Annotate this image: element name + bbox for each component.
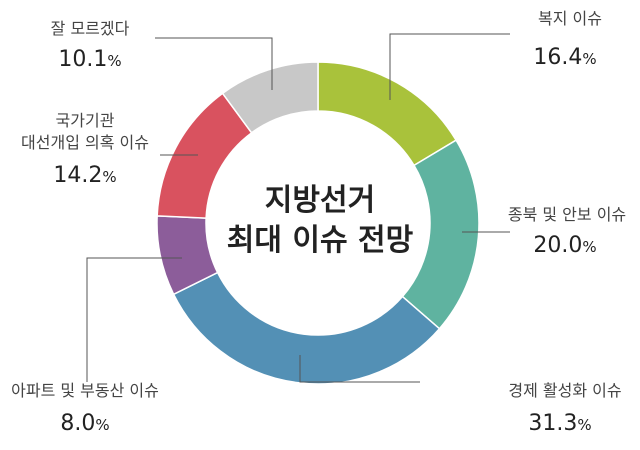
donut-slice (172, 271, 441, 385)
slice-label: 아파트 및 부동산 이슈 (11, 381, 159, 400)
leader-line (155, 37, 273, 90)
slice-label: 복지 이슈 (538, 9, 602, 28)
slice-value-label: 31.3% (528, 411, 591, 436)
slice-value-label: 10.1% (58, 47, 121, 72)
slice-label: 대선개입 의혹 이슈 (21, 133, 149, 152)
center-title-line-1: 지방선거 (265, 183, 375, 218)
donut-slice (317, 61, 458, 167)
leader-lines (86, 33, 510, 383)
slice-value-label: 16.4% (533, 45, 596, 70)
slice-label: 경제 활성화 이슈 (508, 381, 621, 400)
donut-slices (156, 61, 480, 385)
slice-label: 잘 모르겠다 (51, 19, 130, 38)
leader-line (389, 33, 510, 100)
leader-line (86, 257, 182, 382)
slice-label: 종북 및 안보 이슈 (508, 205, 626, 224)
center-title-line-2: 최대 이슈 전망 (227, 223, 414, 258)
slice-value-label: 20.0% (533, 233, 596, 258)
leader-line (299, 355, 420, 383)
slice-label: 국가기관 (56, 111, 115, 130)
donut-slice (401, 139, 480, 330)
slice-value-label: 14.2% (53, 163, 116, 188)
slice-labels: 복지 이슈 16.4% 종북 및 안보 이슈 20.0% 경제 활성화 이슈 31.3% 아… (11, 9, 626, 436)
donut-slice (221, 61, 319, 134)
slice-value-label: 8.0% (60, 411, 109, 436)
